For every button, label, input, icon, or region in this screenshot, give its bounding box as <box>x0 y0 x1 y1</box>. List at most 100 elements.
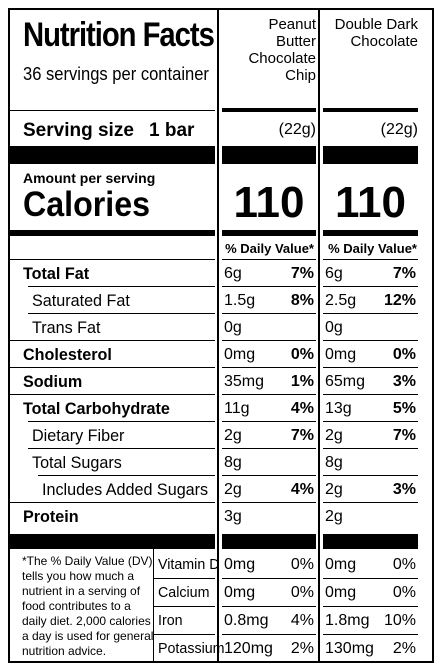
row-rule <box>323 578 418 579</box>
vitamin-label: Iron <box>158 612 183 629</box>
serving-grams-1: (22g) <box>278 121 316 138</box>
nutrient-amount: 2g <box>224 481 242 498</box>
row-rule <box>222 448 316 449</box>
thick-rule <box>222 534 316 549</box>
nutrient-amount: 0g <box>325 319 343 336</box>
row-rule <box>323 313 418 314</box>
row-rule <box>323 367 418 368</box>
nutrient-label: Total Carbohydrate <box>23 399 170 418</box>
thick-rule <box>323 146 418 164</box>
rule <box>222 108 316 112</box>
row-rule <box>323 421 418 422</box>
calories-label: Calories <box>23 185 151 224</box>
product-name-2: Double Dark Chocolate <box>334 16 418 50</box>
nutrient-label: Saturated Fat <box>32 291 130 310</box>
row-rule <box>222 259 316 260</box>
vitamin-amount: 0mg <box>224 556 256 573</box>
row-rule <box>28 448 215 449</box>
nutrient-amount: 65mg <box>325 373 366 390</box>
row-rule <box>222 606 316 607</box>
label-title: Nutrition Facts <box>23 16 215 54</box>
row-rule <box>10 394 215 395</box>
nutrient-daily-value: 12% <box>383 292 416 309</box>
vitamin-daily-value: 2% <box>392 640 416 657</box>
row-rule <box>323 448 418 449</box>
row-rule <box>323 286 418 287</box>
vitamin-daily-value: 0% <box>290 556 314 573</box>
nutrient-amount: 0g <box>224 319 242 336</box>
nutrient-daily-value: 0% <box>290 346 314 363</box>
row-rule <box>154 634 215 635</box>
row-rule <box>222 367 316 368</box>
nutrient-daily-value: 4% <box>290 400 314 417</box>
row-rule <box>222 475 316 476</box>
nutrient-amount: 6g <box>224 265 242 282</box>
column-divider-2 <box>318 10 320 661</box>
row-rule <box>222 313 316 314</box>
nutrient-amount: 8g <box>325 454 343 471</box>
row-rule <box>323 606 418 607</box>
serving-size-value: 1 bar <box>149 120 195 141</box>
column-divider-1 <box>217 10 219 661</box>
serving-grams-2: (22g) <box>380 121 418 138</box>
nutrient-amount: 3g <box>224 508 242 525</box>
daily-value-footnote: *The % Daily Value (DV) tells you how mu… <box>22 554 154 658</box>
vitamin-daily-value: 0% <box>392 584 416 601</box>
row-rule <box>222 286 316 287</box>
thick-rule <box>323 534 418 549</box>
nutrient-label: Includes Added Sugars <box>42 480 209 499</box>
nutrient-daily-value: 8% <box>290 292 314 309</box>
nutrient-daily-value: 7% <box>392 265 416 282</box>
nutrient-amount: 1.5g <box>224 292 256 309</box>
vitamin-amount: 1.8mg <box>325 612 370 629</box>
row-rule <box>10 259 215 260</box>
vitamin-amount: 0mg <box>325 556 357 573</box>
vitamin-amount: 0mg <box>224 584 256 601</box>
row-rule <box>222 578 316 579</box>
calories-value-2: 110 <box>335 178 406 227</box>
nutrient-amount: 0mg <box>325 346 357 363</box>
row-rule <box>323 259 418 260</box>
rule <box>10 110 215 111</box>
medium-rule <box>222 230 316 236</box>
row-rule <box>10 367 215 368</box>
nutrient-amount: 2g <box>325 481 343 498</box>
row-rule <box>323 475 418 476</box>
vitamin-daily-value: 2% <box>290 640 314 657</box>
row-rule <box>323 394 418 395</box>
row-rule <box>323 634 418 635</box>
nutrient-amount: 2.5g <box>325 292 357 309</box>
vitamin-daily-value: 10% <box>383 612 416 629</box>
vitamin-label: Calcium <box>158 584 210 601</box>
footnote-divider <box>153 549 154 661</box>
row-rule <box>222 340 316 341</box>
daily-value-header-2: % Daily Value* <box>328 241 417 256</box>
nutrient-label: Total Fat <box>23 264 90 283</box>
medium-rule <box>10 230 215 236</box>
row-rule <box>10 340 215 341</box>
nutrient-amount: 13g <box>325 400 352 417</box>
calories-value-1: 110 <box>233 178 305 227</box>
row-rule <box>28 286 215 287</box>
amount-per-serving: Amount per serving <box>23 170 156 186</box>
row-rule <box>154 578 215 579</box>
nutrient-amount: 11g <box>224 400 250 417</box>
vitamin-daily-value: 4% <box>290 612 314 629</box>
rule <box>323 108 418 112</box>
vitamin-daily-value: 0% <box>392 556 416 573</box>
nutrient-daily-value: 7% <box>392 427 416 444</box>
nutrient-label: Trans Fat <box>32 318 101 337</box>
vitamin-amount: 130mg <box>325 640 374 657</box>
row-rule <box>323 502 418 503</box>
servings-per-container: 36 servings per container <box>23 64 209 84</box>
nutrient-daily-value: 3% <box>392 481 416 498</box>
vitamin-label: Vitamin D <box>158 556 220 573</box>
row-rule <box>38 475 215 476</box>
thick-rule <box>10 146 215 164</box>
daily-value-header-1: % Daily Value* <box>225 241 314 256</box>
nutrient-daily-value: 5% <box>392 400 416 417</box>
nutrient-daily-value: 3% <box>392 373 416 390</box>
row-rule <box>28 313 215 314</box>
nutrient-label: Cholesterol <box>23 345 112 364</box>
product-name-1: Peanut Butter Chocolate Chip <box>248 16 316 84</box>
